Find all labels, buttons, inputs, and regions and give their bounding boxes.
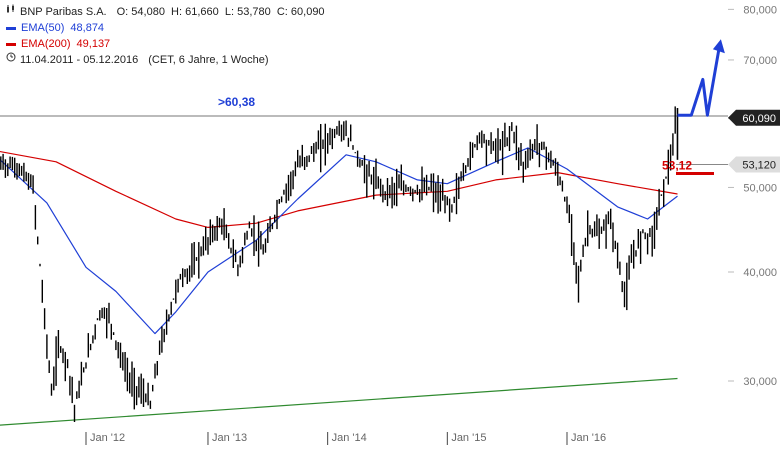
support-price-tag bbox=[728, 156, 780, 173]
ema200-swatch bbox=[6, 42, 16, 46]
last-price-tag bbox=[728, 109, 780, 126]
y-tick-label: 70,000 bbox=[743, 55, 777, 67]
support-price-label: 53,120 bbox=[742, 160, 776, 172]
x-tick-label: Jan '14 bbox=[332, 432, 367, 444]
ema50-series bbox=[0, 147, 678, 335]
ema200-series bbox=[0, 150, 678, 228]
support-label: 53,12 bbox=[662, 159, 692, 173]
resistance-label: >60,38 bbox=[218, 95, 255, 109]
legend-ema50-label: EMA(50) bbox=[21, 22, 65, 34]
ema50-swatch bbox=[6, 26, 16, 30]
projection-path bbox=[677, 49, 721, 117]
y-tick-label: 30,000 bbox=[743, 376, 777, 388]
legend-instrument-name: BNP Paribas S.A. bbox=[20, 6, 107, 18]
x-tick-label: Jan '16 bbox=[571, 432, 606, 444]
candlestick-icon bbox=[6, 4, 16, 20]
legend-instrument-row: BNP Paribas S.A. O: 54,080 H: 61,660 L: … bbox=[6, 4, 325, 20]
price-series bbox=[0, 106, 679, 422]
legend-ema50-value: 48,874 bbox=[70, 22, 105, 34]
legend-ema50-row: EMA(50) 48,874 bbox=[6, 20, 325, 36]
clock-icon bbox=[6, 52, 16, 68]
y-tick-label: 80,000 bbox=[743, 4, 777, 16]
x-tick-label: Jan '15 bbox=[451, 432, 486, 444]
legend-ohlc: O: 54,080 H: 61,660 L: 53,780 C: 60,090 bbox=[116, 6, 325, 18]
y-tick-label: 40,000 bbox=[743, 267, 777, 279]
legend-range-row: 11.04.2011 - 05.12.2016 (CET, 6 Jahre, 1… bbox=[6, 52, 325, 68]
legend-ema200-value: 49,137 bbox=[76, 38, 111, 50]
last-price-label: 60,090 bbox=[742, 113, 776, 125]
legend-ema200-label: EMA(200) bbox=[21, 38, 71, 50]
trendline-series bbox=[0, 377, 678, 426]
chart-legend: BNP Paribas S.A. O: 54,080 H: 61,660 L: … bbox=[6, 4, 325, 68]
x-tick-label: Jan '13 bbox=[212, 432, 247, 444]
x-tick-label: Jan '12 bbox=[90, 432, 125, 444]
legend-range-detail: (CET, 6 Jahre, 1 Woche) bbox=[148, 54, 269, 66]
projection-arrowhead bbox=[712, 39, 725, 54]
y-tick-label: 50,000 bbox=[743, 182, 777, 194]
legend-date-range: 11.04.2011 - 05.12.2016 bbox=[20, 54, 139, 66]
legend-ema200-row: EMA(200) 49,137 bbox=[6, 36, 325, 52]
